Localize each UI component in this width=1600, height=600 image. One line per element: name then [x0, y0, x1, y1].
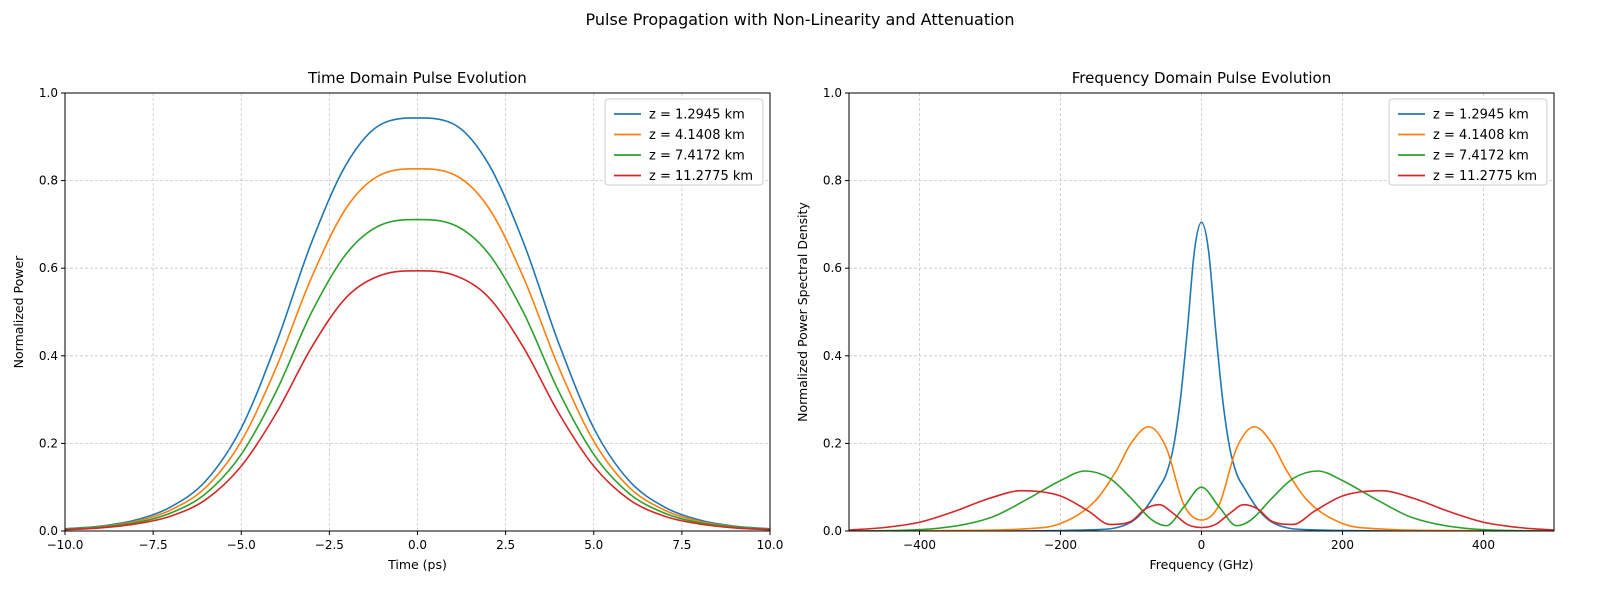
chart2-legend: z = 1.2945 km z = 4.1408 km z = 7.4172 km z…: [1388, 98, 1548, 186]
figure-title: Pulse Propagation with Non-Linearity and…: [586, 10, 1015, 29]
chart1-ylabel: Normalized Power: [11, 255, 26, 369]
chart2-legend-label-4: z = 11.2775 km: [1433, 169, 1537, 184]
chart1-xtick-label-8: 10.0: [757, 538, 784, 552]
chart1-xtick-label-6: 5.0: [584, 538, 603, 552]
chart1-legend-label-2: z = 4.1408 km: [649, 128, 745, 143]
chart2-xtick-label-0: −400: [903, 538, 936, 552]
chart1-ytick-label-1: 0.2: [39, 436, 58, 450]
chart2-xtick-label-3: 200: [1331, 538, 1354, 552]
chart1-ytick-label-5: 1.0: [39, 86, 58, 100]
chart1-legend-box: [604, 98, 764, 186]
chart2-ytick-label-1: 0.2: [823, 436, 842, 450]
chart1-xlabel: Time (ps): [387, 557, 447, 572]
chart2-series-group: [849, 221, 1554, 531]
chart1-series-line-2: [65, 167, 770, 531]
chart1-series-line-1: [65, 117, 770, 530]
chart1-xtick-label-2: −5.0: [227, 538, 256, 552]
chart2-legend-label-3: z = 7.4172 km: [1433, 149, 1529, 164]
chart2-ytick-label-5: 1.0: [823, 86, 842, 100]
chart2-series-line-3: [849, 470, 1554, 531]
chart1-ytick-label-0: 0.0: [39, 524, 58, 538]
chart1-legend-label-1: z = 1.2945 km: [649, 108, 745, 123]
chart2-series-line-2: [849, 425, 1554, 531]
chart2-xtick-label-1: −200: [1044, 538, 1077, 552]
chart2-legend-box: [1388, 98, 1548, 186]
chart1-legend: z = 1.2945 km z = 4.1408 km z = 7.4172 km z…: [604, 98, 764, 186]
chart1-xtick-label-3: −2.5: [315, 538, 344, 552]
chart1-legend-label-4: z = 11.2775 km: [649, 169, 753, 184]
chart1-series-group: [65, 117, 770, 531]
chart2-ytick-label-4: 0.8: [823, 174, 842, 188]
chart2-ytick-label-2: 0.4: [823, 349, 842, 363]
chart2-legend-label-1: z = 1.2945 km: [1433, 108, 1529, 123]
chart2-series-line-4: [849, 489, 1554, 531]
chart1-group: −10.0 −7.5 −5.0 −2.5 0.0 2.5 5.0 7.5 10.0 0.0 0.2 0…: [11, 69, 783, 572]
chart1-ytick-label-3: 0.6: [39, 261, 58, 275]
chart2-xtick-label-2: 0: [1198, 538, 1206, 552]
chart2-xlabel: Frequency (GHz): [1150, 557, 1254, 572]
chart2-title: Frequency Domain Pulse Evolution: [1072, 69, 1331, 87]
chart2-ytick-label-3: 0.6: [823, 261, 842, 275]
chart1-title: Time Domain Pulse Evolution: [307, 69, 527, 87]
chart1-series-line-3: [65, 218, 770, 531]
chart1-ytick-label-4: 0.8: [39, 174, 58, 188]
chart1-legend-label-3: z = 7.4172 km: [649, 149, 745, 164]
chart1-xtick-label-4: 0.0: [408, 538, 427, 552]
chart1-xtick-label-7: 7.5: [672, 538, 691, 552]
chart2-xtick-label-4: 400: [1472, 538, 1495, 552]
chart2-ylabel: Normalized Power Spectral Density: [795, 202, 810, 422]
chart1-series-line-4: [65, 270, 770, 531]
chart2-legend-label-2: z = 4.1408 km: [1433, 128, 1529, 143]
chart1-xtick-label-5: 2.5: [496, 538, 515, 552]
chart2-group: −400 −200 0 200 400 0.0 0.2 0.4 0.6 0.8 1.0 Frequen…: [795, 69, 1555, 572]
chart1-xtick-label-1: −7.5: [139, 538, 168, 552]
chart1-xtick-label-0: −10.0: [47, 538, 84, 552]
chart2-ytick-label-0: 0.0: [823, 524, 842, 538]
chart1-ytick-label-2: 0.4: [39, 349, 58, 363]
